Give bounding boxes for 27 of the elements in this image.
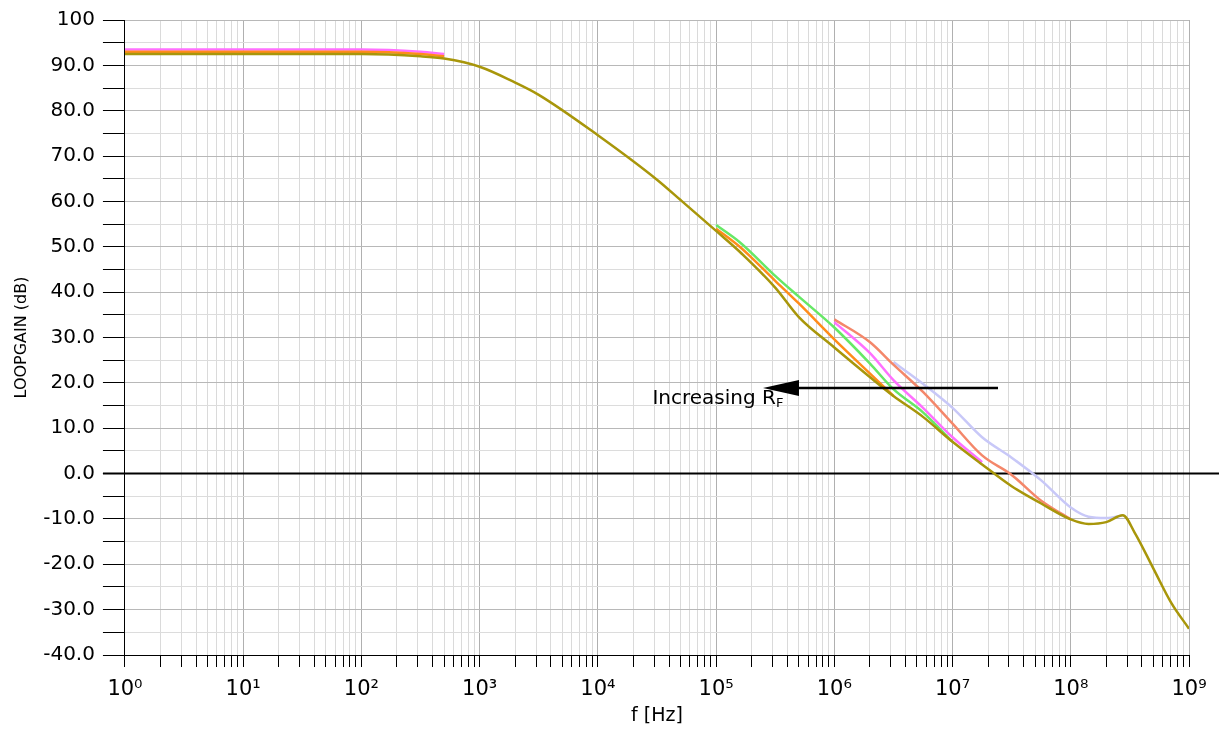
y-tick-label: 80.0: [50, 96, 95, 121]
y-tick-label: -30.0: [43, 595, 95, 620]
y-tick-label: 60.0: [50, 187, 95, 212]
y-tick-label: -20.0: [43, 550, 95, 575]
y-tick-label: 40.0: [50, 278, 95, 303]
y-tick-label: -10.0: [43, 505, 95, 530]
x-tick-label: 10⁰: [107, 676, 143, 701]
y-tick-label: 50.0: [50, 232, 95, 257]
x-tick-label: 10⁶: [816, 676, 852, 701]
x-tick-label: 10⁹: [1171, 676, 1207, 701]
x-tick-label: 10³: [462, 676, 498, 701]
y-tick-label: -40.0: [43, 641, 95, 666]
x-tick-label: 10⁷: [934, 676, 971, 701]
y-tick-label: 10.0: [50, 414, 95, 439]
x-tick-label: 10⁵: [698, 676, 734, 701]
x-tick-label: 10⁴: [580, 676, 616, 701]
y-tick-label: 30.0: [50, 323, 95, 348]
y-tick-label: 20.0: [50, 369, 95, 394]
x-tick-label: 10¹: [225, 676, 261, 701]
y-tick-label: 70.0: [50, 142, 95, 167]
x-tick-label: 10⁸: [1053, 676, 1089, 701]
x-axis-title: f [Hz]: [631, 702, 683, 725]
x-tick-label: 10²: [343, 676, 379, 701]
y-axis-title: LOOPGAIN (dB): [10, 276, 30, 399]
y-tick-label: 0.0: [63, 459, 95, 484]
y-tick-label: 90.0: [50, 51, 95, 76]
y-tick-label: 100: [56, 6, 95, 31]
